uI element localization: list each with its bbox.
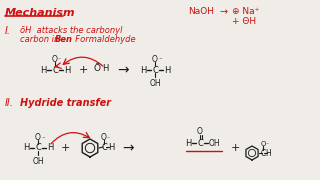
Text: ōH  attacks the carbonyl: ōH attacks the carbonyl (20, 26, 123, 35)
Text: C: C (197, 138, 203, 147)
Text: Ō: Ō (93, 64, 100, 73)
Text: →: → (220, 7, 228, 17)
Text: H: H (64, 66, 70, 75)
Text: Formaldehyde: Formaldehyde (70, 35, 136, 44)
Text: OH: OH (32, 156, 44, 165)
Text: H: H (164, 66, 170, 75)
Text: O: O (52, 55, 58, 64)
Text: H: H (108, 143, 114, 152)
Text: ⁻: ⁻ (106, 138, 110, 143)
Text: C: C (260, 148, 266, 158)
Text: +: + (60, 143, 70, 153)
Text: H: H (265, 148, 271, 158)
Text: C: C (35, 143, 41, 152)
Text: ⁻: ⁻ (265, 143, 268, 148)
Text: O: O (152, 55, 158, 64)
Text: carbon in: carbon in (20, 35, 65, 44)
Text: ⁻: ⁻ (41, 136, 45, 142)
Text: O: O (35, 132, 41, 141)
Text: I.: I. (5, 26, 11, 36)
Text: H: H (102, 64, 108, 73)
Text: +: + (78, 65, 88, 75)
Text: →: → (117, 63, 129, 77)
Text: Hydride transfer: Hydride transfer (20, 98, 111, 108)
Text: C: C (101, 143, 107, 152)
Text: ⁻: ⁻ (57, 58, 60, 64)
Text: H: H (140, 66, 146, 75)
Text: Mechanism: Mechanism (5, 8, 76, 18)
Text: O: O (101, 134, 107, 143)
Text: H: H (185, 138, 191, 147)
Text: →: → (122, 141, 134, 155)
Text: C: C (152, 66, 158, 75)
Text: +: + (230, 143, 240, 153)
Text: OH: OH (149, 78, 161, 87)
Text: H: H (40, 66, 46, 75)
Text: O: O (260, 141, 266, 147)
Text: NaOH: NaOH (188, 7, 214, 16)
Text: C: C (52, 66, 58, 75)
Text: II.: II. (5, 98, 14, 108)
Text: Ben: Ben (55, 35, 73, 44)
Text: H: H (47, 143, 53, 152)
Text: OH: OH (208, 138, 220, 147)
Text: H: H (23, 143, 29, 152)
Text: + ΘH: + ΘH (232, 17, 256, 26)
Text: O: O (197, 127, 203, 136)
Text: ⊕ Na⁺: ⊕ Na⁺ (232, 7, 260, 16)
Text: ⁻: ⁻ (158, 57, 162, 63)
